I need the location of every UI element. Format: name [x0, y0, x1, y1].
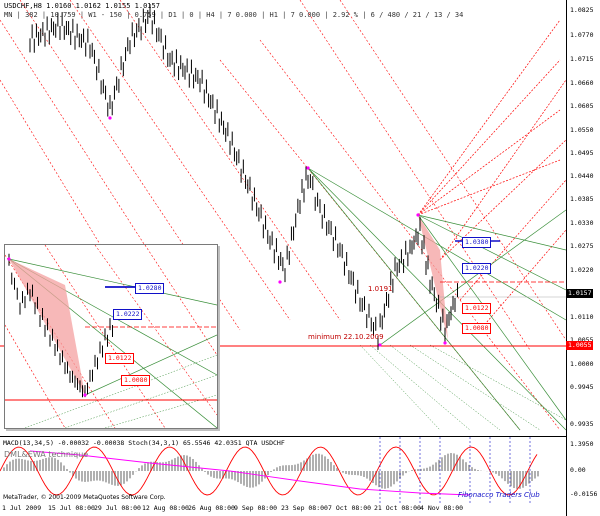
price-axis-label: 1.0110: [570, 313, 594, 321]
price-axis-label: 0.00: [570, 466, 586, 474]
price-axis-label: 1.0825: [570, 6, 594, 14]
inset-chart-svg: [5, 245, 217, 428]
price-axis-label: 1.0440: [570, 172, 594, 180]
salmon-triangle: [418, 215, 448, 340]
price-axis-label: 1.3950: [570, 440, 594, 448]
timeframe-summary: MN | 382 | 10.759 | W1 - 150 | 0.759 | D…: [4, 11, 464, 19]
price-axis-label: 1.0660: [570, 79, 594, 87]
indicator-subtitle: DML&EWA technique: [4, 450, 89, 459]
main-price-chart[interactable]: [0, 0, 566, 436]
time-axis-label: 12 Aug 08:00: [142, 504, 189, 512]
price-axis-label: 1.0605: [570, 102, 594, 110]
level-box-main-2: 1.0220: [462, 263, 492, 274]
time-axis-label: 29 Jul 08:00: [94, 504, 141, 512]
price-axis-label: 1.0715: [570, 55, 594, 63]
red-level-price-box: 1.0055: [566, 341, 594, 350]
inset-zoom-chart[interactable]: 1.0280 1.0222 1.0122 1.0080: [4, 244, 218, 429]
time-axis-label: 26 Aug 08:00: [188, 504, 235, 512]
level-box-inset-1: 1.0280: [135, 283, 165, 294]
level-box-inset-2: 1.0222: [113, 309, 143, 320]
price-axis-label: 1.0550: [570, 126, 594, 134]
current-price-box: 1.0157: [566, 289, 594, 298]
price-axis-label: 1.0275: [570, 242, 594, 250]
time-axis-label: 21 Oct 08:00: [374, 504, 421, 512]
time-axis-label: 15 Jul 08:00: [48, 504, 95, 512]
indicator-panel[interactable]: MACD(13,34,5) -0.00032 -0.00038 Stoch(34…: [0, 436, 566, 503]
price-axis-label: 0.9945: [570, 383, 594, 391]
price-axis-label: 0.9935: [570, 420, 594, 428]
club-watermark: Fibonacco Traders Club: [458, 491, 540, 499]
price-axis: 1.0825 1.0770 1.0715 1.0660 1.0605 1.0550 1.04…: [566, 0, 600, 516]
time-axis-label: 23 Sep 08:00: [281, 504, 328, 512]
indicator-svg: [0, 437, 539, 503]
time-axis-label: 9 Sep 08:00: [234, 504, 278, 512]
time-axis-label: 7 Oct 08:00: [328, 504, 372, 512]
time-axis-label: 1 Jul 2009: [2, 504, 42, 512]
level-box-inset-4: 1.0080: [121, 375, 151, 386]
price-axis-label: 1.0000: [570, 360, 594, 368]
price-axis-label: 1.0220: [570, 266, 594, 274]
price-axis-label: 1.0385: [570, 195, 594, 203]
indicator-title: MACD(13,34,5) -0.00032 -0.00038 Stoch(34…: [3, 439, 285, 447]
level-box-main-3: 1.0122: [462, 303, 492, 314]
level-box-inset-3: 1.0122: [105, 353, 135, 364]
minimum-label: minimum 22.10.2009: [308, 333, 384, 341]
level-box-main-4: 1.0080: [462, 323, 492, 334]
price-axis-label: 1.0055: [570, 336, 594, 344]
time-axis-label: 4 Nov 08:00: [420, 504, 464, 512]
level-box-main-1: 1.0380: [462, 237, 492, 248]
price-axis-label: 1.0495: [570, 149, 594, 157]
price-axis-label: -0.0156: [570, 490, 598, 498]
price-axis-label: 1.0770: [570, 31, 594, 39]
copyright-label: MetaTrader, © 2001-2009 MetaQuotes Softw…: [3, 494, 166, 501]
mid-level-label: 1.0191: [368, 285, 393, 293]
symbol-header: USDCHF,H8 1.0160 1.0162 1.0155 1.0157: [4, 2, 160, 10]
price-axis-label: 1.0330: [570, 219, 594, 227]
